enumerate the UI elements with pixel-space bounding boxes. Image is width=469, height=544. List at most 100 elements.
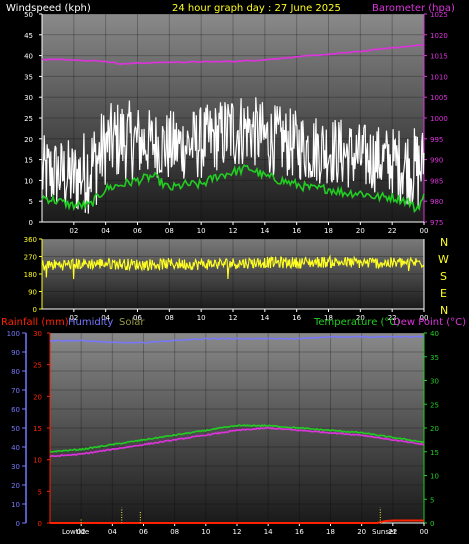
dir-ytick-label-270: 270 [24,254,37,262]
dir-ytick-label-360: 360 [24,236,37,244]
dir-xtick-label-10: 10 [197,314,206,322]
chart-title: 24 hour graph day : 27 June 2025 [172,3,341,14]
temp-ytick-label-30: 30 [430,378,439,386]
sunset-annotation: Sunset [372,528,396,536]
direction-letter-w: W [438,253,449,266]
rain-ytick-label-10: 10 [33,457,42,465]
series-line-dewpoint [49,426,424,458]
wind-ytick-label-50: 50 [24,11,33,19]
temp-xtick-label-20: 20 [357,528,366,536]
temp-ytick-label-0: 0 [430,520,434,528]
direction-panel-bg [42,239,424,309]
humidity-axis-title: Humidity [68,317,113,328]
rain-ytick-label-5: 5 [38,488,42,496]
temp-xtick-label-04: 04 [108,528,117,536]
wind-xtick-label-14: 14 [260,227,269,235]
humidity-ytick-label-40: 40 [11,444,20,452]
wind-ytick-label-45: 45 [24,32,33,40]
direction-letter-n-bottom: N [440,304,448,317]
series-line-humidity [50,335,425,344]
humidity-ytick-label-90: 90 [11,349,20,357]
wind-ytick-label-5: 5 [29,198,33,206]
temp-ytick-label-25: 25 [430,401,439,409]
humidity-ytick-label-30: 30 [11,463,20,471]
wind-xtick-label-22: 22 [388,227,397,235]
humidity-ytick-label-10: 10 [11,501,20,509]
series-line-windspeed [41,97,425,214]
wind-ytick-label-25: 25 [24,115,33,123]
humidity-ytick-label-20: 20 [11,482,20,490]
wind-xtick-label-08: 08 [165,227,174,235]
dir-xtick-label-12: 12 [229,314,238,322]
chart-marks [41,43,425,524]
tick-labels: 0510152025303540455097598098599099510001… [7,11,448,536]
baro-ytick-label-1000: 1000 [430,115,448,123]
wind-xtick-label-00: 00 [420,227,429,235]
humidity-ytick-label-50: 50 [11,425,20,433]
baro-ytick-label-1010: 1010 [430,73,448,81]
baro-ytick-label-995: 995 [430,136,443,144]
wind-ytick-label-15: 15 [24,157,33,165]
wind-xtick-label-04: 04 [101,227,110,235]
dir-xtick-label-02: 02 [69,314,78,322]
series-line-rainfall [50,519,424,524]
dir-xtick-label-20: 20 [356,314,365,322]
windspeed-axis-title: Windspeed (kph) [6,3,91,14]
series-line-temperature [50,424,425,453]
dir-xtick-label-08: 08 [165,314,174,322]
temp-xtick-label-02: 02 [77,528,86,536]
barometer-axis-title: Barometer (hpa) [372,3,455,14]
dir-ytick-label-0: 0 [33,306,37,314]
dir-xtick-label-18: 18 [324,314,333,322]
temp-xtick-label-14: 14 [264,528,273,536]
baro-ytick-label-985: 985 [430,177,443,185]
rain-ytick-label-30: 30 [33,330,42,338]
wind-ytick-label-35: 35 [24,73,33,81]
dir-xtick-label-16: 16 [292,314,301,322]
temp-ytick-label-40: 40 [430,330,439,338]
temp-panel-bg [50,333,424,523]
temp-ytick-label-20: 20 [430,425,439,433]
direction-letter-n-top: N [440,236,448,249]
temperature-axis-title: Temperature (°C) [313,317,400,328]
wind-xtick-label-16: 16 [292,227,301,235]
rain-ytick-label-15: 15 [33,425,42,433]
baro-ytick-label-1025: 1025 [430,11,448,19]
wind-ytick-label-0: 0 [29,219,33,227]
wind-xtick-label-06: 06 [133,227,142,235]
wind-ytick-label-20: 20 [24,136,33,144]
temp-xtick-label-10: 10 [201,528,210,536]
baro-ytick-label-990: 990 [430,157,443,165]
wind-xtick-label-20: 20 [356,227,365,235]
dir-xtick-label-22: 22 [388,314,397,322]
dir-xtick-label-14: 14 [260,314,269,322]
dir-ytick-label-180: 180 [24,271,37,279]
temp-xtick-label-06: 06 [139,528,148,536]
humidity-ytick-label-70: 70 [11,387,20,395]
series-line-wind-average [41,164,425,214]
temp-xtick-label-18: 18 [326,528,335,536]
baro-ytick-label-1020: 1020 [430,32,448,40]
wind-xtick-label-12: 12 [229,227,238,235]
baro-ytick-label-1015: 1015 [430,53,448,61]
wind-xtick-label-18: 18 [324,227,333,235]
temp-xtick-label-12: 12 [233,528,242,536]
temp-xtick-label-16: 16 [295,528,304,536]
temp-ytick-label-5: 5 [430,496,434,504]
wind-ytick-label-10: 10 [24,177,33,185]
direction-letter-s: S [440,270,447,283]
rain-ytick-label-0: 0 [38,520,42,528]
temp-ytick-label-10: 10 [430,473,439,481]
wind-ytick-label-30: 30 [24,94,33,102]
temp-xtick-label-08: 08 [170,528,179,536]
dir-xtick-label-04: 04 [101,314,110,322]
baro-ytick-label-1005: 1005 [430,94,448,102]
direction-letter-e: E [440,287,447,300]
temp-ytick-label-35: 35 [430,354,439,362]
humidity-ytick-label-0: 0 [16,520,20,528]
dewpoint-axis-title: Dew Point (°C) [393,317,466,328]
rain-ytick-label-25: 25 [33,362,42,370]
temp-ytick-label-15: 15 [430,449,439,457]
wind-xtick-label-02: 02 [69,227,78,235]
